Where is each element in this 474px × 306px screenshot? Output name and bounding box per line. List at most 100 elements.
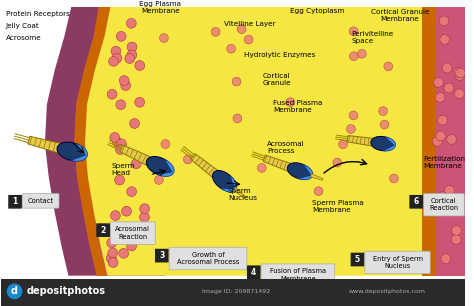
- Text: Jelly Coat: Jelly Coat: [6, 23, 39, 29]
- Circle shape: [112, 53, 122, 63]
- Polygon shape: [310, 174, 323, 180]
- Circle shape: [380, 120, 389, 129]
- FancyBboxPatch shape: [424, 193, 464, 216]
- Circle shape: [455, 71, 465, 80]
- Circle shape: [127, 18, 136, 28]
- Circle shape: [232, 77, 241, 86]
- Text: Sperm Plasma
Membrane: Sperm Plasma Membrane: [312, 200, 364, 213]
- Text: Egg Plasma
Membrane: Egg Plasma Membrane: [139, 2, 182, 14]
- Polygon shape: [74, 7, 165, 276]
- Polygon shape: [233, 188, 246, 198]
- Circle shape: [436, 131, 446, 141]
- Circle shape: [121, 81, 130, 91]
- Circle shape: [373, 137, 382, 146]
- Text: Fusion of Plasma
Membrane: Fusion of Plasma Membrane: [270, 268, 326, 282]
- Circle shape: [119, 76, 129, 85]
- Polygon shape: [45, 7, 165, 276]
- Circle shape: [349, 52, 358, 61]
- Circle shape: [110, 132, 119, 142]
- Circle shape: [286, 98, 295, 106]
- Text: Contact: Contact: [27, 198, 54, 204]
- Circle shape: [357, 49, 366, 58]
- Circle shape: [233, 114, 242, 123]
- Circle shape: [445, 185, 454, 195]
- Text: 5: 5: [355, 255, 360, 264]
- Text: 1: 1: [12, 197, 18, 206]
- Circle shape: [455, 89, 464, 99]
- Polygon shape: [220, 176, 237, 192]
- Circle shape: [108, 258, 118, 267]
- Circle shape: [139, 212, 149, 222]
- Polygon shape: [191, 154, 218, 177]
- FancyBboxPatch shape: [96, 223, 110, 237]
- Circle shape: [127, 50, 137, 60]
- Circle shape: [333, 158, 342, 167]
- Circle shape: [448, 200, 458, 210]
- Polygon shape: [146, 156, 173, 176]
- Circle shape: [111, 46, 121, 56]
- Circle shape: [113, 137, 122, 147]
- Polygon shape: [85, 7, 465, 276]
- Text: Cortical Granule
Membrane: Cortical Granule Membrane: [371, 9, 429, 22]
- FancyBboxPatch shape: [351, 253, 365, 267]
- FancyBboxPatch shape: [247, 265, 261, 279]
- Circle shape: [314, 187, 323, 196]
- Circle shape: [140, 204, 149, 214]
- Polygon shape: [347, 136, 373, 146]
- Circle shape: [390, 174, 398, 183]
- Circle shape: [108, 227, 118, 237]
- Text: Entry of Sperm
Nucleus: Entry of Sperm Nucleus: [373, 256, 422, 269]
- FancyBboxPatch shape: [155, 249, 169, 263]
- Circle shape: [116, 100, 126, 110]
- Circle shape: [135, 61, 145, 70]
- Polygon shape: [120, 145, 150, 165]
- Circle shape: [346, 125, 356, 133]
- FancyBboxPatch shape: [261, 264, 335, 286]
- Circle shape: [452, 226, 461, 235]
- Text: 6: 6: [414, 197, 419, 206]
- FancyBboxPatch shape: [110, 222, 155, 244]
- Circle shape: [107, 89, 117, 99]
- Circle shape: [444, 83, 454, 93]
- Circle shape: [447, 134, 456, 144]
- Circle shape: [161, 140, 170, 148]
- Text: Sperm
Nucleus: Sperm Nucleus: [228, 188, 257, 201]
- Circle shape: [116, 140, 126, 150]
- Circle shape: [116, 32, 126, 41]
- Text: Perivitelline
Space: Perivitelline Space: [351, 31, 393, 44]
- Polygon shape: [298, 165, 313, 180]
- FancyBboxPatch shape: [410, 195, 423, 209]
- Circle shape: [442, 63, 452, 73]
- Circle shape: [107, 238, 117, 248]
- Circle shape: [7, 283, 22, 299]
- Circle shape: [135, 97, 145, 107]
- Circle shape: [108, 248, 118, 258]
- Circle shape: [432, 136, 442, 146]
- Polygon shape: [71, 144, 88, 161]
- Text: Cortical
Granule: Cortical Granule: [263, 73, 292, 86]
- Text: Sperm
Head: Sperm Head: [111, 163, 135, 176]
- Text: Hydrolytic Enzymes: Hydrolytic Enzymes: [244, 53, 315, 58]
- Circle shape: [109, 57, 118, 66]
- Circle shape: [384, 62, 392, 71]
- Text: Protein Receptors: Protein Receptors: [6, 11, 70, 17]
- Circle shape: [244, 35, 253, 44]
- Polygon shape: [1, 278, 465, 306]
- Text: Acrosomal
Reaction: Acrosomal Reaction: [116, 226, 150, 240]
- Text: Growth of
Acrosomal Process: Growth of Acrosomal Process: [177, 252, 239, 265]
- Circle shape: [349, 111, 358, 120]
- FancyBboxPatch shape: [169, 247, 247, 270]
- Circle shape: [237, 25, 246, 34]
- Circle shape: [257, 163, 266, 172]
- FancyBboxPatch shape: [365, 251, 430, 274]
- Text: depositphotos: depositphotos: [27, 286, 105, 296]
- Text: Vitelline Layer: Vitelline Layer: [224, 21, 275, 27]
- Polygon shape: [57, 142, 86, 161]
- Circle shape: [131, 159, 141, 169]
- Text: 2: 2: [100, 226, 106, 235]
- Polygon shape: [421, 7, 436, 276]
- Polygon shape: [383, 137, 396, 151]
- Circle shape: [183, 155, 192, 164]
- Circle shape: [440, 35, 450, 44]
- Polygon shape: [212, 170, 236, 191]
